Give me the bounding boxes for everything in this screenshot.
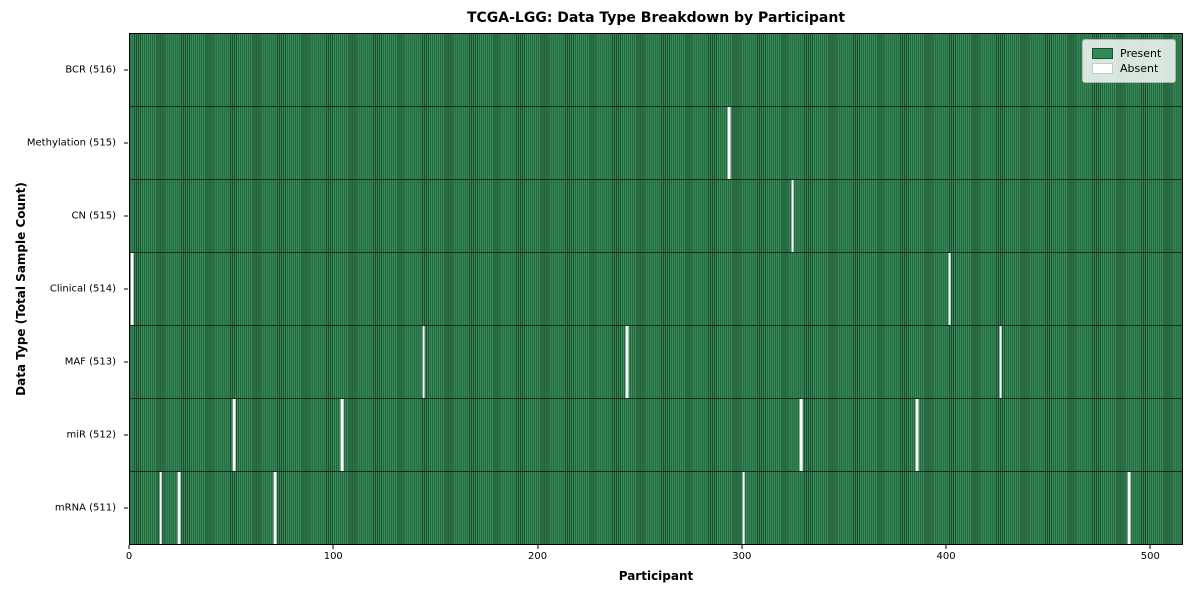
legend-label-absent: Absent — [1120, 62, 1159, 75]
absent-marker-clinical-402 — [948, 253, 951, 325]
absent-marker-mrna-71 — [273, 472, 277, 544]
legend-label-present: Present — [1120, 47, 1162, 60]
y-tick-mark — [124, 215, 128, 217]
y-tick-label-clinical: Clinical (514) — [49, 283, 116, 295]
heatmap-row-bcr — [130, 34, 1182, 106]
legend-swatch-absent — [1092, 63, 1113, 74]
y-tick-mark — [124, 361, 128, 363]
legend-swatch-present — [1092, 48, 1113, 59]
y-tick-label-mir: miR (512) — [66, 429, 116, 441]
x-tick-mark — [537, 545, 539, 549]
x-tick-mark — [332, 545, 334, 549]
absent-marker-maf-244 — [626, 326, 629, 398]
y-tick-mark — [124, 288, 128, 290]
x-tick-mark — [1149, 545, 1151, 549]
x-tick-label-300: 300 — [732, 551, 752, 562]
heatmap-row-mir — [130, 398, 1182, 471]
legend: Present Absent — [1082, 39, 1176, 83]
absent-marker-mrna-15 — [159, 472, 162, 544]
y-tick-label-mrna: mRNA (511) — [54, 502, 116, 514]
absent-marker-mir-51 — [232, 399, 236, 471]
heatmap-row-methylation — [130, 106, 1182, 179]
heatmap-row-cn — [130, 179, 1182, 252]
legend-entry-present: Present — [1092, 47, 1166, 60]
y-tick-label-bcr: BCR (516) — [65, 64, 116, 76]
heatmap-row-maf — [130, 325, 1182, 398]
x-tick-mark — [945, 545, 947, 549]
absent-marker-methylation-294 — [727, 107, 731, 179]
absent-marker-mir-329 — [799, 399, 803, 471]
y-axis: BCR (516) Methylation (515) CN (515) Clinic… — [0, 33, 129, 545]
absent-marker-maf-144 — [422, 326, 425, 398]
x-axis-label: Participant — [618, 569, 694, 583]
y-tick-mark — [124, 434, 128, 436]
x-tick-mark — [741, 545, 743, 549]
y-tick-mark — [124, 507, 128, 509]
y-tick-label-cn: CN (515) — [71, 210, 116, 222]
y-tick-label-methylation: Methylation (515) — [26, 137, 116, 149]
absent-marker-clinical-1 — [130, 253, 134, 325]
x-tick-label-200: 200 — [527, 551, 548, 562]
plot-area — [129, 33, 1183, 545]
x-tick-label-500: 500 — [1140, 551, 1160, 562]
heatmap-row-clinical — [130, 252, 1182, 325]
absent-marker-cn-325 — [791, 180, 794, 252]
absent-marker-maf-427 — [999, 326, 1002, 398]
x-tick-mark — [128, 545, 130, 549]
absent-marker-mrna-490 — [1127, 472, 1131, 544]
absent-marker-mir-386 — [915, 399, 919, 471]
absent-marker-mrna-24 — [177, 472, 181, 544]
legend-entry-absent: Absent — [1092, 62, 1166, 75]
chart-title: TCGA-LGG: Data Type Breakdown by Partici… — [466, 10, 846, 26]
x-tick-label-0: 0 — [125, 551, 133, 562]
x-tick-label-400: 400 — [936, 551, 956, 562]
absent-marker-mrna-301 — [742, 472, 746, 544]
y-tick-mark — [124, 69, 128, 71]
x-tick-label-100: 100 — [323, 551, 343, 562]
y-tick-mark — [124, 142, 128, 144]
heatmap-row-mrna — [130, 471, 1182, 544]
x-axis: 0 100 200 300 400 500 — [125, 545, 1183, 567]
y-tick-label-maf: MAF (513) — [64, 356, 116, 368]
absent-marker-mir-104 — [340, 399, 344, 471]
